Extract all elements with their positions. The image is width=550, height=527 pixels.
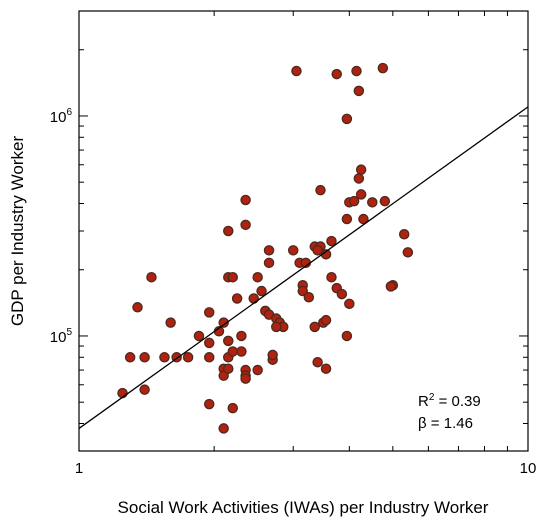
x-axis-title: Social Work Activities (IWAs) per Indust… [118, 498, 489, 517]
data-point [385, 281, 397, 292]
data-point [402, 247, 414, 258]
y-axis-title: GDP per Industry Worker [8, 136, 27, 327]
data-point [182, 352, 194, 363]
data-point [315, 184, 326, 196]
data-point [240, 194, 251, 206]
data-point [139, 384, 150, 395]
data-point [223, 335, 234, 347]
data-point [379, 195, 391, 207]
data-point [320, 314, 332, 326]
data-point [263, 245, 275, 256]
data-point [223, 225, 234, 237]
data-point [218, 423, 229, 434]
data-point [231, 293, 243, 304]
data-point [165, 317, 176, 328]
x-tick-label: 10 [520, 460, 537, 477]
data-point [326, 271, 337, 283]
data-point [256, 285, 267, 297]
points-layer [117, 62, 414, 434]
data-point [227, 346, 238, 357]
data-point [227, 402, 238, 414]
data-point [341, 213, 353, 225]
data-point [355, 164, 367, 175]
data-point [358, 213, 369, 225]
data-point [287, 245, 299, 256]
data-point [263, 257, 275, 269]
data-point [344, 298, 355, 310]
r-squared-superscript: 2 [429, 392, 435, 403]
data-point [203, 352, 215, 363]
y-tick-label: 105 [50, 327, 73, 346]
data-point [367, 197, 378, 208]
data-point [240, 373, 251, 384]
data-point [303, 291, 315, 303]
data-point [218, 317, 229, 328]
beta-annotation: β = 1.46 [418, 415, 473, 432]
y-tick-label: 106 [50, 107, 73, 126]
data-point [312, 356, 323, 368]
data-point [271, 321, 282, 333]
data-point [240, 219, 251, 231]
data-point [336, 288, 348, 300]
y-tick-label-exponent: 6 [66, 107, 72, 118]
data-point [348, 195, 360, 207]
data-point [227, 271, 238, 283]
data-point [203, 307, 215, 318]
data-point [223, 363, 234, 374]
data-point [203, 337, 215, 349]
data-point [193, 330, 205, 342]
data-point [326, 235, 337, 247]
data-point [353, 173, 365, 184]
data-point [341, 113, 353, 125]
data-point [353, 85, 365, 97]
data-point [351, 65, 362, 77]
data-point [331, 68, 342, 80]
data-point [398, 228, 410, 240]
data-point [309, 321, 320, 333]
data-point [320, 363, 332, 374]
data-point [355, 189, 367, 200]
data-point [117, 387, 128, 399]
data-point [341, 330, 353, 342]
data-point [203, 398, 215, 410]
r-squared-annotation: R2 = 0.39 [418, 392, 481, 410]
data-point [159, 352, 170, 363]
data-point [236, 346, 247, 357]
x-tick-label: 1 [75, 460, 83, 477]
data-point [377, 62, 389, 74]
data-point [139, 352, 150, 363]
r-squared-value: = 0.39 [434, 393, 480, 410]
data-point [252, 364, 263, 376]
data-point [236, 330, 247, 342]
data-point [124, 352, 136, 363]
data-point [297, 285, 308, 297]
data-point [267, 349, 278, 361]
data-point [291, 65, 302, 77]
r-squared-prefix: R [418, 393, 429, 410]
y-tick-label-base: 10 [50, 109, 67, 126]
regression-line [78, 106, 529, 429]
y-tick-label-base: 10 [50, 329, 67, 346]
data-point [312, 245, 323, 256]
data-point [252, 271, 263, 283]
data-point [132, 302, 143, 313]
data-point [146, 271, 157, 283]
y-tick-label-exponent: 5 [66, 327, 72, 338]
